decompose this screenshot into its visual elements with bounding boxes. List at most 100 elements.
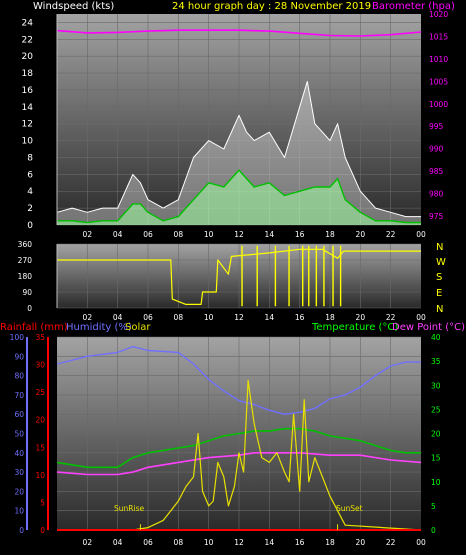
rain-tick-label: 20 bbox=[35, 416, 45, 425]
y-tick-label: 22 bbox=[22, 35, 33, 45]
x-tick-label: 10 bbox=[204, 313, 214, 322]
y-tick-label: 0 bbox=[27, 221, 33, 231]
temperature-tick-label: 0 bbox=[431, 526, 436, 535]
y2-tick-label: 985 bbox=[429, 167, 444, 176]
x-tick-label: 08 bbox=[174, 313, 184, 322]
rain-tick-label: 10 bbox=[35, 471, 45, 480]
x-tick-label: 14 bbox=[265, 538, 275, 547]
y-tick-label: 180 bbox=[18, 272, 33, 281]
solar-label: Solar bbox=[125, 322, 151, 333]
x-tick-label: 00 bbox=[416, 538, 426, 547]
x-tick-label: 20 bbox=[356, 538, 366, 547]
x-tick-label: 18 bbox=[325, 538, 335, 547]
series-gust bbox=[56, 81, 421, 218]
series-layer bbox=[56, 29, 422, 531]
x-tick-label: 20 bbox=[356, 230, 366, 239]
humidity-tick-label: 10 bbox=[14, 507, 24, 516]
x-tick-label: 02 bbox=[83, 313, 93, 322]
humidity-tick-label: 30 bbox=[14, 468, 24, 477]
temperature-tick-label: 30 bbox=[431, 381, 441, 390]
rainfall-label: Rainfall (mm) bbox=[0, 322, 68, 333]
temperature-tick-label: 40 bbox=[431, 333, 441, 342]
x-tick-label: 02 bbox=[83, 230, 93, 239]
compass-letter: S bbox=[436, 272, 442, 283]
series-temperature bbox=[56, 427, 421, 469]
temperature-tick-label: 25 bbox=[431, 405, 441, 414]
y-tick-label: 10 bbox=[22, 137, 34, 147]
temperature-tick-label: 10 bbox=[431, 478, 441, 487]
series-wind-direction bbox=[57, 248, 421, 305]
humidity-tick-label: 70 bbox=[14, 391, 24, 400]
x-tick-label: 22 bbox=[386, 538, 396, 547]
temperature-label: Temperature (°C) bbox=[311, 322, 398, 333]
x-tick-label: 18 bbox=[325, 230, 335, 239]
x-tick-label: 18 bbox=[325, 313, 335, 322]
y-tick-label: 0 bbox=[27, 304, 32, 313]
x-tick-label: 12 bbox=[234, 313, 244, 322]
rain-tick-label: 30 bbox=[35, 361, 45, 370]
y2-tick-label: 1015 bbox=[429, 32, 448, 41]
humidity-tick-label: 50 bbox=[14, 430, 24, 439]
y2-tick-label: 980 bbox=[429, 190, 444, 199]
x-tick-label: 22 bbox=[386, 313, 396, 322]
series-solar bbox=[57, 379, 422, 531]
y-tick-label: 16 bbox=[22, 86, 34, 96]
x-tick-label: 06 bbox=[143, 538, 153, 547]
barometer-axis-label: Barometer (hpa) bbox=[372, 1, 455, 12]
series-barometer bbox=[56, 29, 422, 37]
y2-tick-label: 1010 bbox=[429, 55, 448, 64]
x-tick-label: 20 bbox=[356, 313, 366, 322]
windspeed-axis-label: Windspeed (kts) bbox=[33, 1, 114, 12]
y2-tick-label: 1005 bbox=[429, 77, 448, 86]
x-tick-label: 08 bbox=[174, 538, 184, 547]
humidity-tick-label: 90 bbox=[14, 352, 24, 361]
temperature-tick-label: 15 bbox=[431, 454, 441, 463]
y-tick-label: 90 bbox=[22, 288, 32, 297]
x-tick-label: 10 bbox=[204, 538, 214, 547]
x-tick-label: 14 bbox=[265, 313, 275, 322]
rain-tick-label: 35 bbox=[35, 333, 45, 342]
x-tick-label: 08 bbox=[174, 230, 184, 239]
x-tick-label: 14 bbox=[265, 230, 275, 239]
y2-tick-label: 1020 bbox=[429, 10, 448, 19]
series-avg-wind bbox=[57, 169, 421, 224]
y-tick-label: 18 bbox=[22, 69, 34, 79]
y-tick-label: 12 bbox=[22, 120, 33, 130]
y-tick-label: 6 bbox=[27, 170, 33, 180]
x-tick-label: 00 bbox=[416, 230, 426, 239]
x-tick-label: 06 bbox=[143, 230, 153, 239]
x-tick-label: 22 bbox=[386, 230, 396, 239]
humidity-tick-label: 0 bbox=[19, 526, 24, 535]
y2-tick-label: 995 bbox=[429, 122, 444, 131]
y-tick-label: 2 bbox=[27, 204, 33, 214]
x-tick-label: 04 bbox=[113, 230, 123, 239]
y2-tick-label: 975 bbox=[429, 212, 444, 221]
x-tick-label: 12 bbox=[234, 230, 244, 239]
x-tick-label: 12 bbox=[234, 538, 244, 547]
compass-letter: N bbox=[436, 304, 443, 315]
series-humidity bbox=[56, 345, 421, 415]
rain-tick-label: 25 bbox=[35, 388, 45, 397]
humidity-tick-label: 40 bbox=[14, 449, 24, 458]
humidity-tick-label: 100 bbox=[10, 333, 25, 342]
y-tick-label: 14 bbox=[22, 103, 34, 113]
dewpoint-label: Dew Point (°C) bbox=[392, 322, 465, 333]
axis-layer: 0246810121416182022249759809859909951000… bbox=[10, 10, 449, 547]
y2-tick-label: 1000 bbox=[429, 100, 448, 109]
x-tick-label: 10 bbox=[204, 230, 214, 239]
grid-lines bbox=[57, 14, 421, 531]
compass-letter: E bbox=[436, 288, 442, 299]
series-avg-area bbox=[57, 170, 421, 225]
x-tick-label: 16 bbox=[295, 230, 305, 239]
humidity-tick-label: 80 bbox=[14, 372, 24, 381]
compass-letter: N bbox=[436, 242, 443, 253]
y-tick-label: 8 bbox=[27, 153, 33, 163]
y-tick-label: 24 bbox=[22, 18, 34, 28]
humidity-tick-label: 20 bbox=[14, 487, 24, 496]
temperature-tick-label: 35 bbox=[431, 357, 441, 366]
x-tick-label: 04 bbox=[113, 313, 123, 322]
rain-tick-label: 0 bbox=[40, 526, 45, 535]
y-tick-label: 4 bbox=[27, 187, 33, 197]
x-tick-label: 04 bbox=[113, 538, 123, 547]
